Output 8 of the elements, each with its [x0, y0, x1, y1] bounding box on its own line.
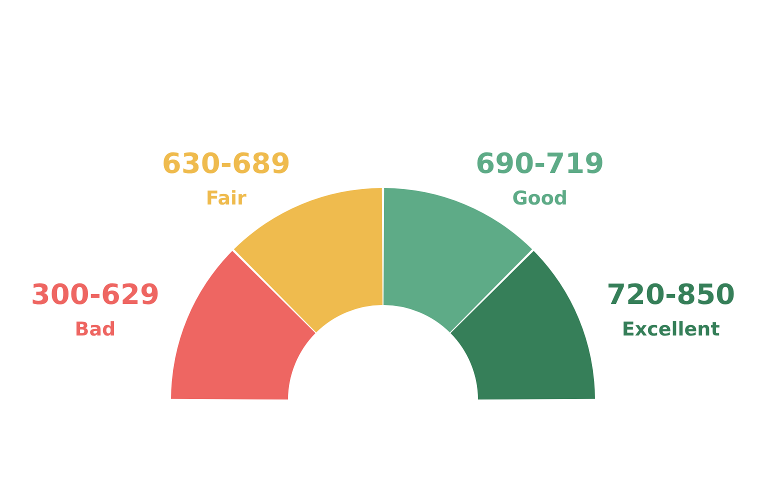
data-label: 300-629: [30, 278, 160, 311]
slice-label: Bad: [74, 318, 116, 340]
slice-label: Excellent: [622, 318, 720, 340]
slice-label: Fair: [206, 187, 248, 210]
data-label: 690-719: [476, 146, 604, 180]
data-label: 720-850: [606, 278, 736, 311]
slice-label: Good: [512, 187, 568, 210]
data-label: 630-689: [162, 146, 290, 180]
